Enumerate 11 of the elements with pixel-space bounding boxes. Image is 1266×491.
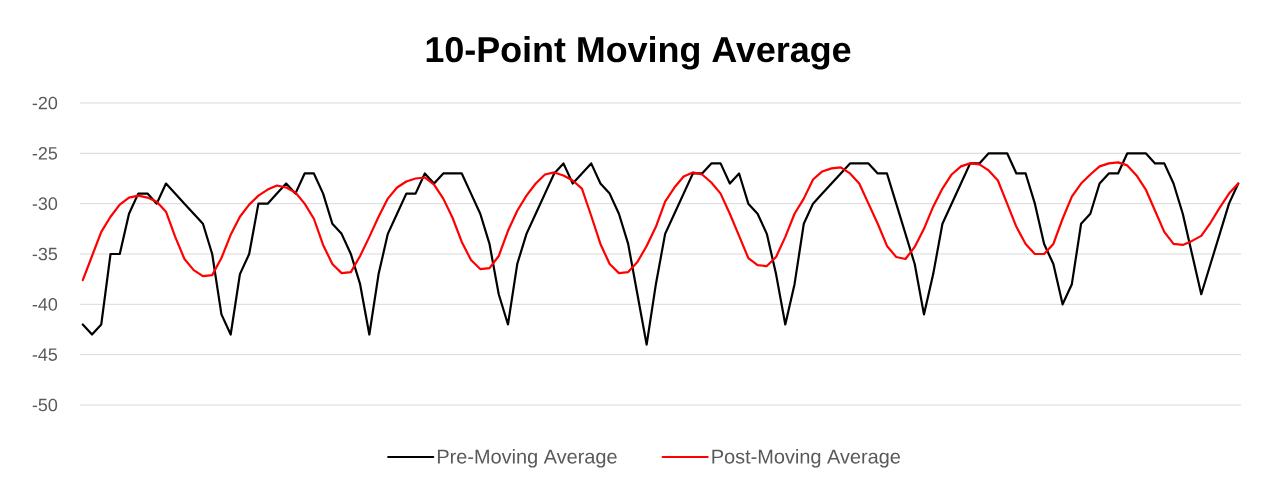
y-tick-label: -25 [32,146,58,160]
y-tick-label: -35 [32,247,58,261]
y-tick-label: -20 [32,96,58,110]
legend-label: Pre-Moving Average [437,449,617,468]
y-tick-label: -45 [32,348,58,361]
legend-label: Post-Moving Average [712,449,900,468]
y-tick-label: -30 [32,197,58,210]
line-series [81,161,1240,282]
y-tick-label: -40 [32,297,58,311]
chart-title: 10-Point Moving Average [426,36,851,70]
y-tick-label: -50 [32,398,58,412]
